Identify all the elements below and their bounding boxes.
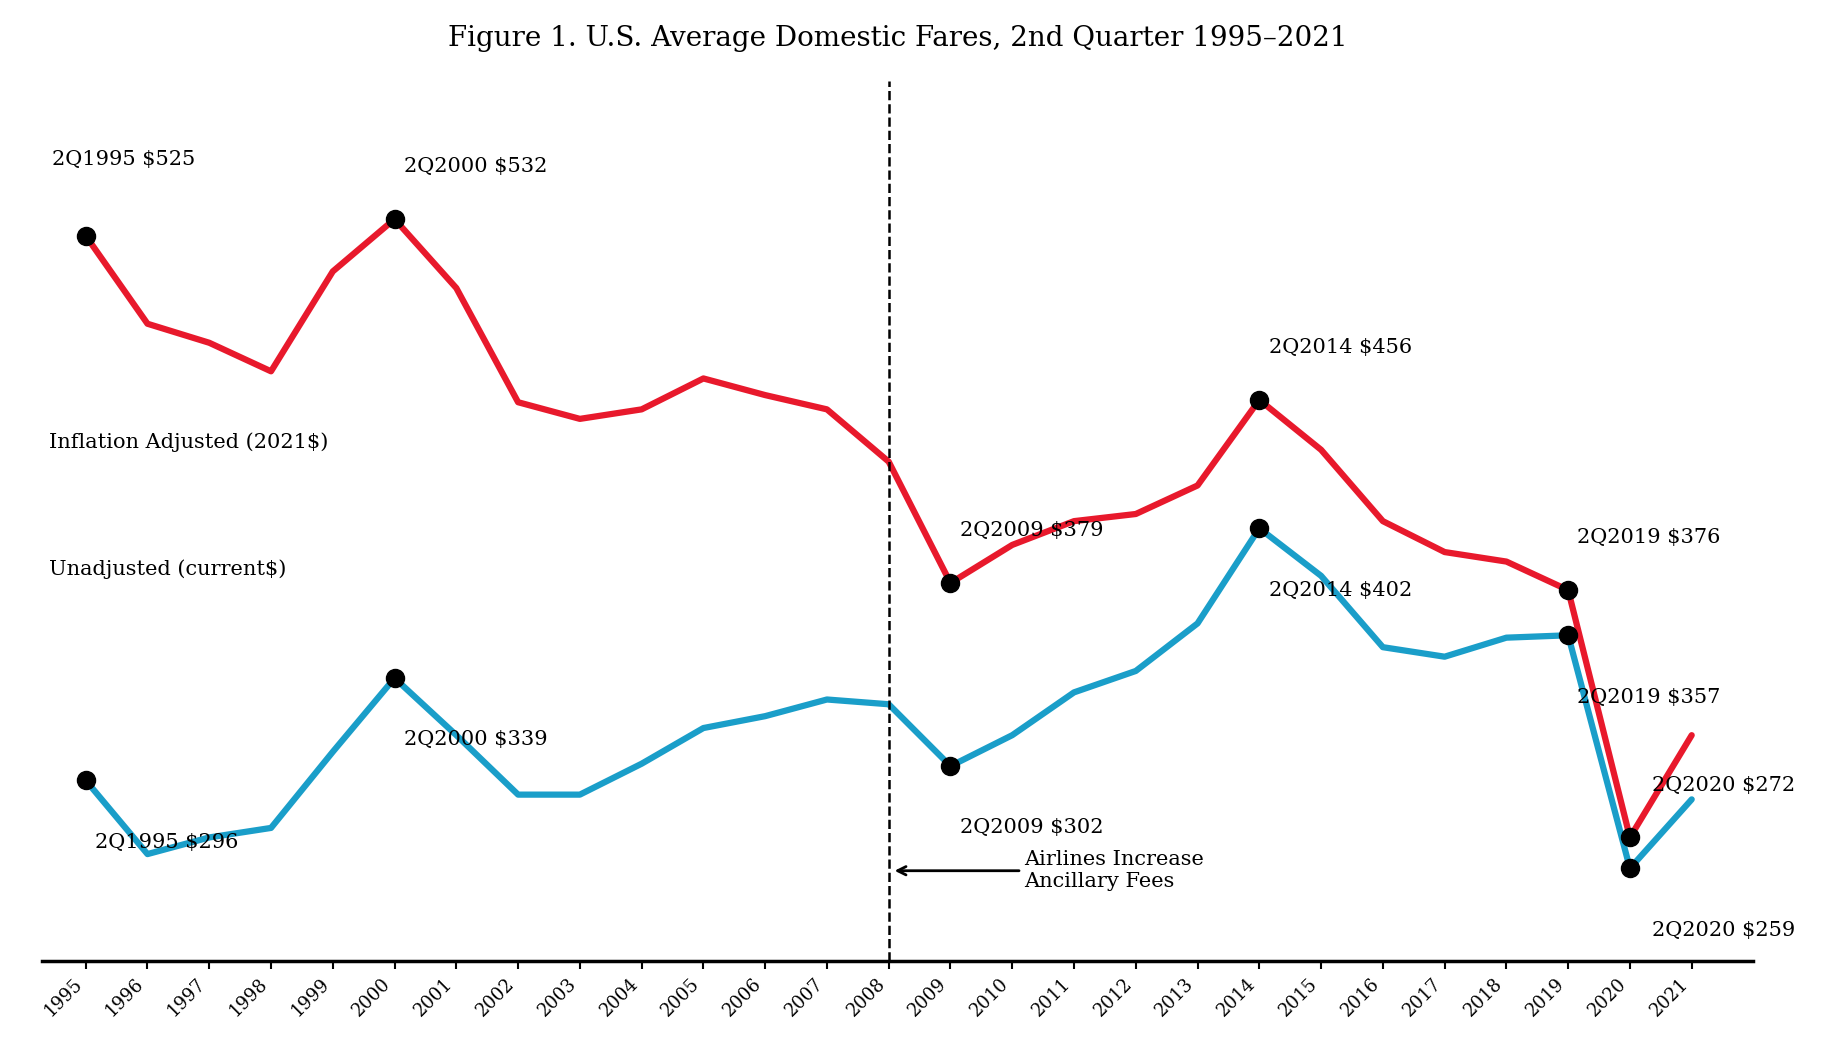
Text: 2Q2000 $339: 2Q2000 $339	[404, 730, 548, 749]
Text: Unadjusted (current$): Unadjusted (current$)	[48, 559, 286, 579]
Text: 2Q2019 $357: 2Q2019 $357	[1577, 688, 1721, 706]
Text: 2Q1995 $296: 2Q1995 $296	[94, 833, 238, 852]
Text: Inflation Adjusted (2021$): Inflation Adjusted (2021$)	[48, 433, 328, 452]
Text: 2Q1995 $525: 2Q1995 $525	[52, 150, 196, 169]
Text: 2Q2009 $379: 2Q2009 $379	[959, 521, 1103, 540]
Text: 2Q2014 $402: 2Q2014 $402	[1269, 581, 1411, 600]
Text: 2Q2019 $376: 2Q2019 $376	[1577, 529, 1721, 548]
Text: 2Q2014 $456: 2Q2014 $456	[1269, 338, 1411, 357]
Text: Airlines Increase
Ancillary Fees: Airlines Increase Ancillary Fees	[899, 851, 1205, 891]
Text: 2Q2020 $272: 2Q2020 $272	[1651, 775, 1795, 794]
Text: 2Q2000 $532: 2Q2000 $532	[404, 158, 548, 177]
Title: Figure 1. U.S. Average Domestic Fares, 2nd Quarter 1995–2021: Figure 1. U.S. Average Domestic Fares, 2…	[448, 25, 1349, 52]
Text: 2Q2009 $302: 2Q2009 $302	[959, 818, 1103, 837]
Text: 2Q2020 $259: 2Q2020 $259	[1651, 921, 1795, 939]
